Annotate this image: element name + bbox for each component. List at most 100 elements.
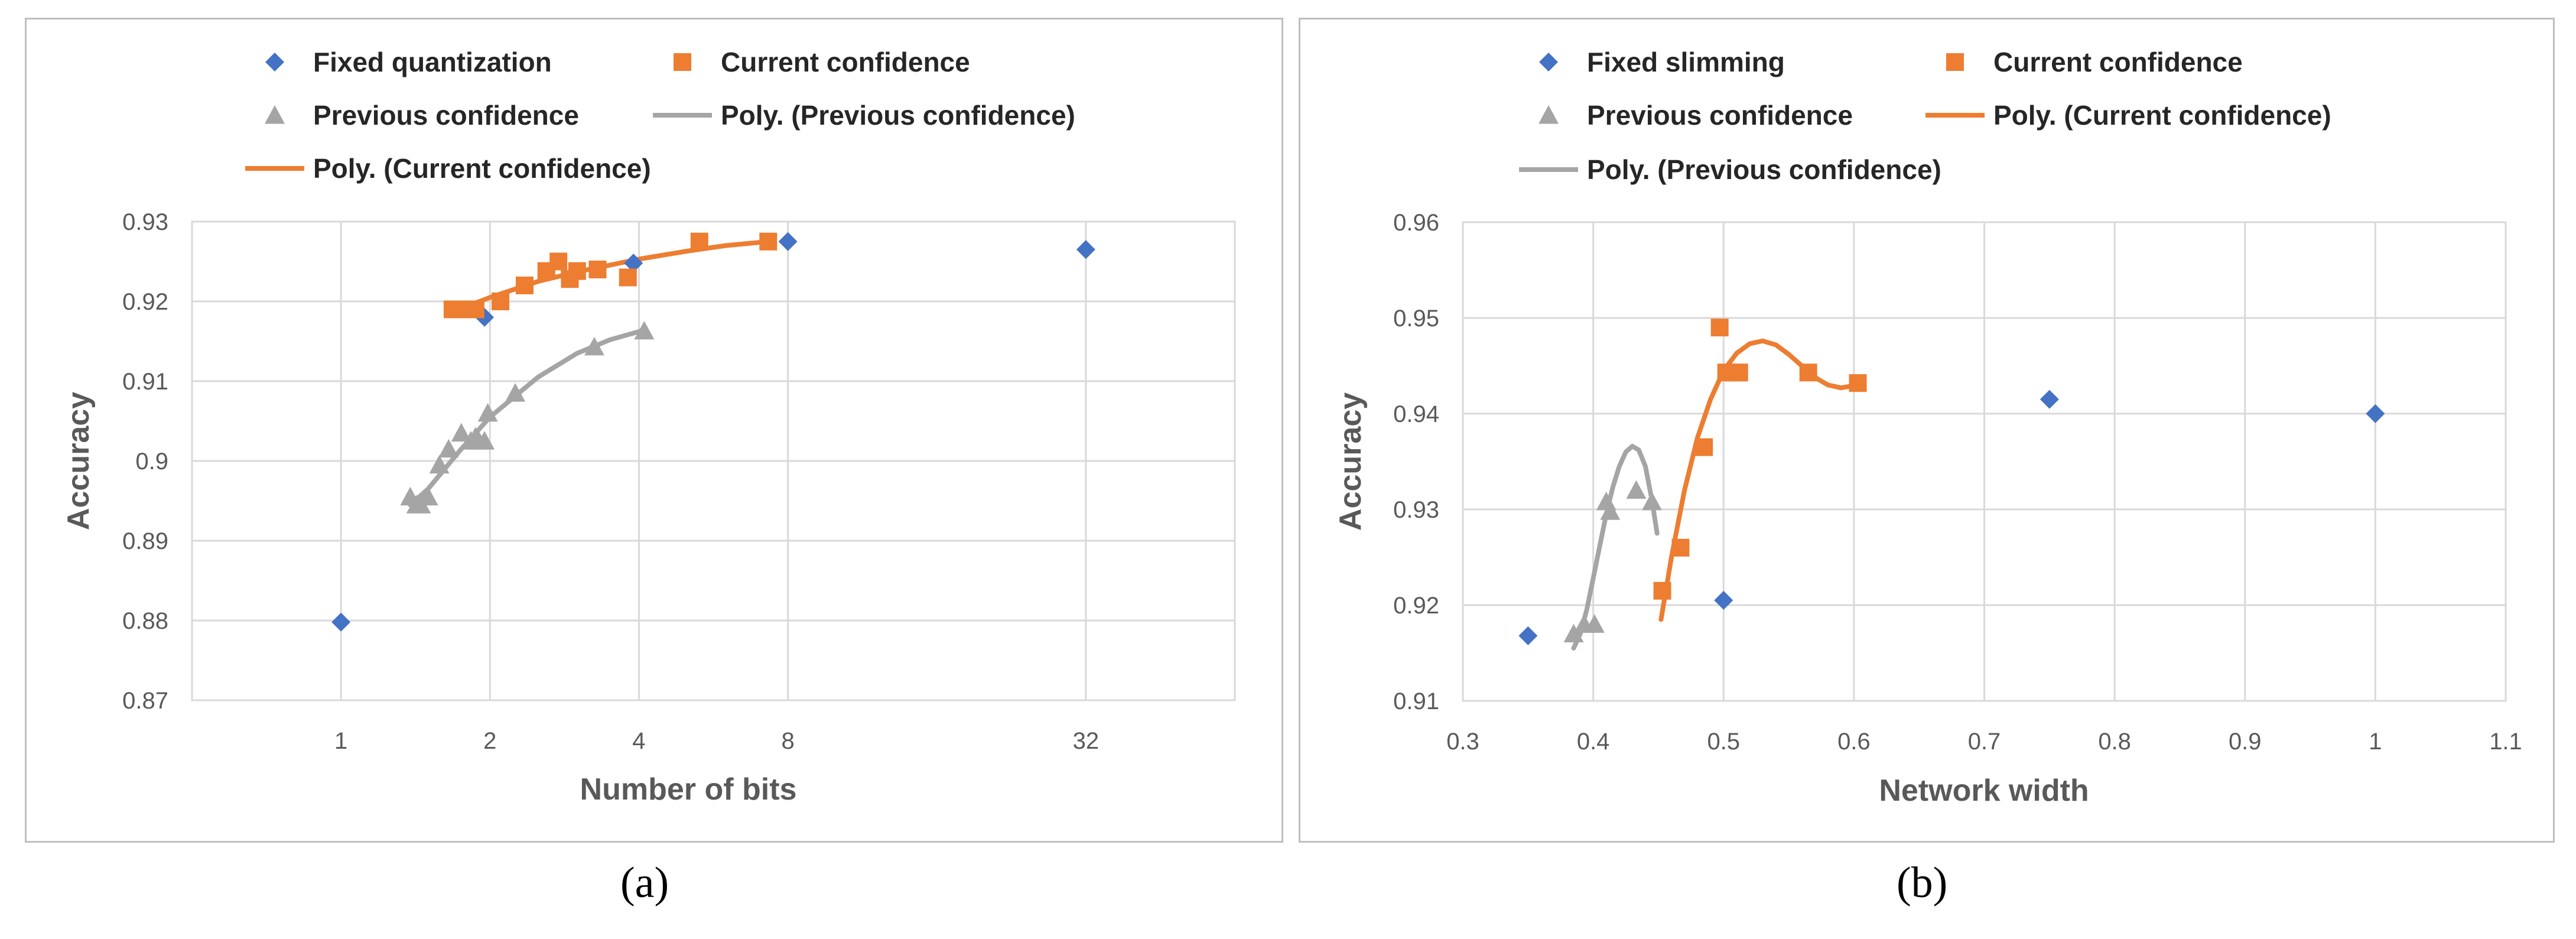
data-point-fixed-quantization xyxy=(624,254,643,273)
data-point-fixed-slimming xyxy=(1518,626,1538,645)
data-point-current-confidence xyxy=(1730,363,1748,382)
legend-label: Poly. (Current confidence) xyxy=(313,153,651,184)
data-point-fixed-slimming xyxy=(2366,404,2385,423)
legend-label: Current confidence xyxy=(721,47,970,77)
series-group-b xyxy=(1518,319,2385,651)
trendline-poly-current-confidence xyxy=(1658,338,1861,622)
caption-a: (a) xyxy=(620,859,669,907)
data-point-previous-confidence xyxy=(474,431,495,450)
legend-label: Poly. (Current confidence) xyxy=(1993,100,2331,131)
data-point-previous-confidence xyxy=(429,454,450,474)
data-point-current-confidence xyxy=(515,277,534,294)
legend-item-poly-previous-confidence: Poly. (Previous confidence) xyxy=(653,100,1075,131)
x-tick-label: 1.1 xyxy=(2489,729,2522,755)
data-point-previous-confidence xyxy=(634,320,655,340)
series-current-confidence xyxy=(443,232,778,319)
data-point-current-confidence xyxy=(492,293,510,310)
legend-marker-swatch xyxy=(265,105,285,124)
data-point-fixed-quantization xyxy=(1076,240,1095,259)
y-axis-title-a: Accuracy xyxy=(61,392,96,530)
y-tick-label: 0.91 xyxy=(1393,688,1439,714)
y-tick-label: 0.95 xyxy=(1393,306,1439,332)
series-previous-confidence xyxy=(1563,480,1662,643)
series-current-confidence xyxy=(1653,319,1867,600)
trendline-poly-previous-confidence xyxy=(408,327,647,508)
series-fixed-quantization xyxy=(331,232,1095,632)
legend-item-previous-confidence: Previous confidence xyxy=(1539,100,1853,131)
x-tick-label: 1 xyxy=(334,728,347,754)
legend-label: Fixed quantization xyxy=(313,47,552,77)
chart-b-svg: 0.910.920.930.940.950.960.3 0.4 0.5 0.6 0.7 0… xyxy=(1333,47,2522,808)
legend-item-current-confidence: Current confidence xyxy=(1946,47,2243,77)
chart-a-svg: 0.87 0.88 0.89 0.9 0.91 0.92 0.93 1 2 4 8 32 Number … xyxy=(61,47,1236,807)
legend-label: Current confidence xyxy=(1993,47,2243,77)
y-tick-label: 0.92 xyxy=(122,289,168,315)
legend-b: Fixed slimming Current confidence Previous… xyxy=(1519,47,2331,185)
legend-marker-swatch xyxy=(674,53,691,71)
y-tick-label: 0.88 xyxy=(122,608,168,634)
data-point-previous-confidence xyxy=(1641,492,1662,511)
x-tick-label: 2 xyxy=(483,728,496,754)
trendline-poly-previous-confidence xyxy=(1571,444,1660,651)
data-point-current-confidence xyxy=(1695,438,1713,456)
x-tick-label: 0.3 xyxy=(1446,729,1479,755)
y-tick-label: 0.93 xyxy=(1393,497,1439,523)
y-tick-label: 0.94 xyxy=(1393,401,1439,427)
data-point-fixed-slimming xyxy=(1714,590,1733,610)
legend-item-poly-current-confidence: Poly. (Current confidence) xyxy=(1926,100,2331,131)
data-point-previous-confidence xyxy=(438,438,459,458)
data-point-current-confidence xyxy=(759,232,778,251)
data-point-current-confidence xyxy=(1849,374,1867,392)
series-previous-confidence xyxy=(400,320,655,514)
legend-item-fixed-slimming: Fixed slimming xyxy=(1539,47,1785,77)
x-tick-label: 0.6 xyxy=(1837,729,1871,755)
legend-marker-swatch xyxy=(1946,53,1964,71)
legend-marker-swatch xyxy=(265,53,284,72)
data-point-current-confidence xyxy=(549,252,568,271)
tick-labels-a: 0.87 0.88 0.89 0.9 0.91 0.92 0.93 1 2 4 8 32 xyxy=(122,209,1099,754)
legend-item-poly-previous-confidence: Poly. (Previous confidence) xyxy=(1519,154,1941,185)
legend-label: Poly. (Previous confidence) xyxy=(721,100,1075,131)
legend-a: Fixed quantization Current confidence Prev… xyxy=(245,47,1075,184)
y-tick-label: 0.93 xyxy=(122,209,168,235)
data-point-current-confidence xyxy=(690,232,708,251)
x-tick-label: 0.5 xyxy=(1707,729,1740,755)
data-point-previous-confidence xyxy=(1584,614,1605,633)
legend-marker-swatch xyxy=(1539,53,1558,72)
x-tick-label: 1 xyxy=(2369,729,2382,755)
legend-item-current-confidence: Current confidence xyxy=(674,47,970,77)
chart-panel-a: 0.87 0.88 0.89 0.9 0.91 0.92 0.93 1 2 4 8 32 Number … xyxy=(25,18,1283,843)
data-point-previous-confidence xyxy=(451,423,471,442)
data-point-previous-confidence xyxy=(1626,480,1647,499)
data-point-current-confidence xyxy=(568,262,586,280)
data-point-current-confidence xyxy=(1799,363,1817,382)
data-point-previous-confidence xyxy=(1600,501,1621,520)
y-tick-label: 0.9 xyxy=(135,449,168,475)
legend-label: Fixed slimming xyxy=(1587,47,1785,77)
y-tick-label: 0.89 xyxy=(122,528,168,554)
legend-label: Previous confidence xyxy=(313,100,579,131)
data-point-fixed-quantization xyxy=(331,612,351,632)
chart-panel-b: 0.91 0.92 0.93 0.94 0.95 0.96 0.3 0.4 0.5 0.6 0.7 0… xyxy=(1299,18,2555,843)
data-point-current-confidence xyxy=(1653,581,1671,600)
series-fixed-slimming xyxy=(1518,389,2385,645)
series-group-a xyxy=(331,232,1095,632)
data-point-current-confidence xyxy=(588,261,607,278)
data-point-previous-confidence xyxy=(584,336,604,356)
x-axis-title-b: Network width xyxy=(1879,774,2089,808)
data-point-current-confidence xyxy=(619,268,637,287)
x-tick-label: 4 xyxy=(632,728,645,754)
data-point-current-confidence xyxy=(1671,538,1690,557)
x-tick-label: 8 xyxy=(781,728,794,754)
data-point-fixed-quantization xyxy=(778,232,798,251)
data-point-current-confidence xyxy=(1710,319,1729,337)
data-point-previous-confidence xyxy=(505,383,526,402)
legend-label: Poly. (Previous confidence) xyxy=(1587,154,1941,185)
x-tick-label: 0.4 xyxy=(1577,729,1610,755)
data-point-previous-confidence xyxy=(1563,623,1584,643)
x-axis-title-a: Number of bits xyxy=(580,772,797,807)
gridlines-b xyxy=(1462,221,2507,702)
legend-item-poly-current-confidence: Poly. (Current confidence) xyxy=(245,153,651,184)
caption-b: (b) xyxy=(1897,859,1948,907)
x-tick-label: 32 xyxy=(1073,728,1100,754)
